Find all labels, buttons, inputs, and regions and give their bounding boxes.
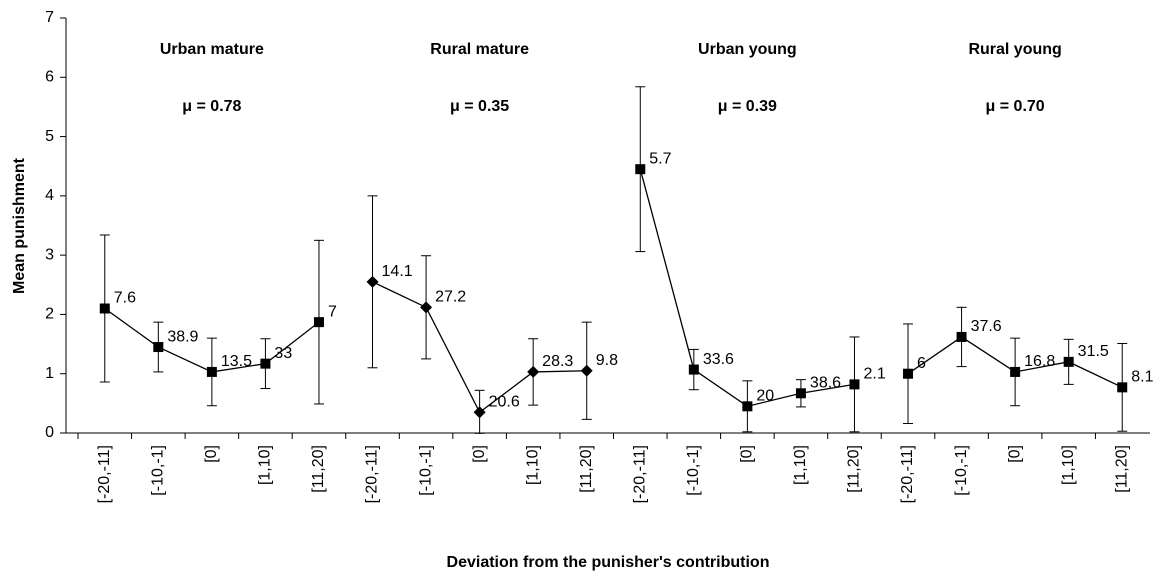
y-tick-label: 4 (45, 187, 54, 204)
point-label: 6 (917, 355, 926, 372)
panel-annotation: μ = 0.70 (986, 98, 1045, 115)
point-label: 8.1 (1131, 369, 1153, 386)
point-label: 7.6 (114, 290, 136, 307)
point-label: 20 (756, 388, 774, 405)
point-marker (795, 388, 806, 399)
point-marker (313, 317, 324, 328)
y-tick-label: 1 (45, 365, 54, 382)
point-marker (688, 364, 699, 375)
panel-title: Urban mature (160, 41, 264, 58)
point-label: 27.2 (435, 289, 466, 306)
point-label: 37.6 (971, 318, 1002, 335)
panel-annotation: μ = 0.35 (450, 98, 509, 115)
point-label: 33 (274, 345, 292, 362)
x-tick-label: [0] (1006, 445, 1023, 463)
x-tick-label: [1,10] (1060, 445, 1077, 485)
point-marker (527, 365, 540, 378)
point-marker (153, 342, 164, 353)
x-tick-label: [11,20] (578, 445, 595, 493)
point-label: 7 (328, 303, 337, 320)
point-label: 28.3 (542, 353, 573, 370)
point-label: 31.5 (1078, 343, 1109, 360)
x-axis-title: Deviation from the punisher's contributi… (447, 554, 770, 571)
x-tick-label: [0] (203, 445, 220, 463)
point-marker (635, 164, 646, 175)
panel-annotation: μ = 0.39 (718, 98, 777, 115)
point-label: 13.5 (221, 353, 252, 370)
point-label: 2.1 (863, 366, 885, 383)
x-tick-label: [-10,-1] (685, 445, 702, 496)
y-tick-label: 7 (45, 9, 54, 26)
x-tick-label: [-20,-11] (631, 445, 648, 503)
point-label: 20.6 (489, 393, 520, 410)
y-tick-label: 2 (45, 306, 54, 323)
point-marker (903, 368, 914, 379)
point-marker (473, 406, 486, 419)
y-tick-label: 3 (45, 246, 54, 263)
x-tick-label: [11,20] (310, 445, 327, 493)
y-tick-label: 6 (45, 69, 54, 86)
panel-title: Rural mature (430, 41, 529, 58)
point-label: 16.8 (1024, 353, 1055, 370)
x-tick-label: [-10,-1] (417, 445, 434, 496)
point-marker (420, 301, 433, 314)
y-tick-label: 0 (45, 424, 54, 441)
panel-title: Urban young (698, 41, 797, 58)
point-marker (849, 379, 860, 390)
point-label: 33.6 (703, 351, 734, 368)
x-tick-label: [1,10] (524, 445, 541, 485)
point-marker (99, 303, 110, 314)
x-tick-label: [11,20] (1113, 445, 1130, 493)
point-marker (742, 401, 753, 412)
x-tick-label: [0] (739, 445, 756, 463)
point-marker (956, 331, 967, 342)
x-tick-label: [-20,-11] (364, 445, 381, 503)
point-marker (1010, 366, 1021, 377)
plot-area (99, 86, 1128, 434)
point-marker (206, 366, 217, 377)
x-tick-label: [-10,-1] (953, 445, 970, 496)
y-tick-label: 5 (45, 128, 54, 145)
panel-title: Rural young (968, 41, 1061, 58)
point-label: 9.8 (596, 352, 618, 369)
x-tick-label: [0] (471, 445, 488, 463)
x-tick-label: [11,20] (846, 445, 863, 493)
point-label: 5.7 (649, 150, 671, 167)
point-label: 38.6 (810, 374, 841, 391)
x-tick-label: [-10,-1] (150, 445, 167, 496)
x-tick-label: [1,10] (257, 445, 274, 485)
point-label: 38.9 (167, 328, 198, 345)
point-marker (1117, 382, 1128, 393)
series-line (639, 169, 855, 408)
panel-annotation: μ = 0.78 (182, 98, 241, 115)
x-tick-label: [-20,-11] (96, 445, 113, 503)
x-tick-label: [-20,-11] (899, 445, 916, 503)
x-tick-label: [1,10] (792, 445, 809, 485)
point-marker (1063, 356, 1074, 367)
point-marker (260, 358, 271, 369)
y-axis-title: Mean punishment (11, 157, 28, 294)
point-label: 14.1 (382, 263, 413, 280)
point-marker (366, 275, 379, 288)
point-marker (580, 364, 593, 377)
